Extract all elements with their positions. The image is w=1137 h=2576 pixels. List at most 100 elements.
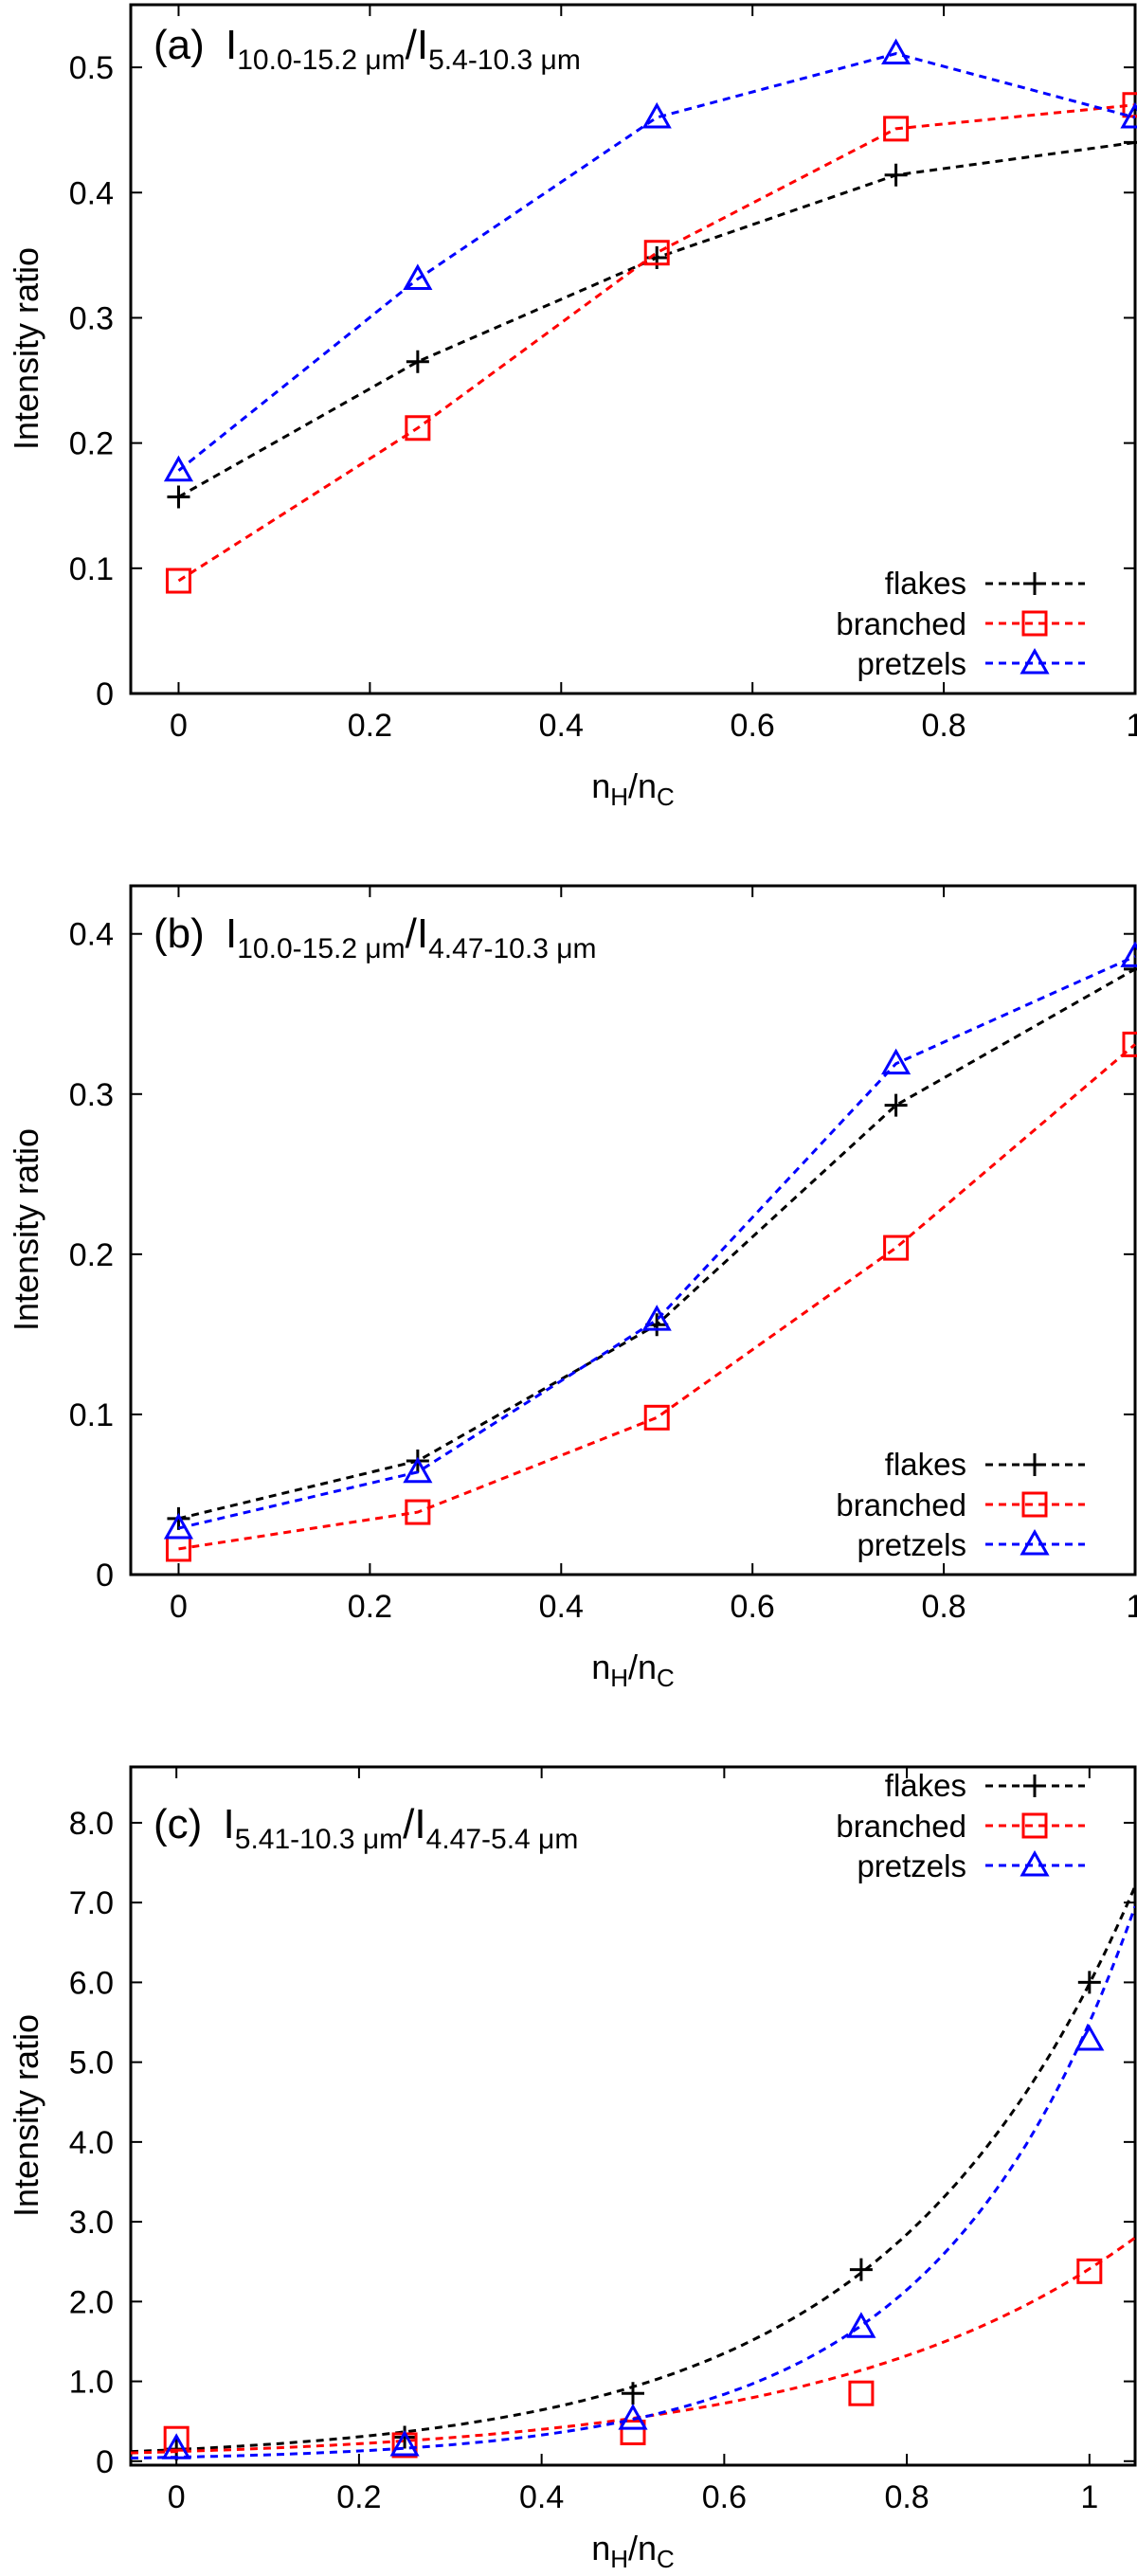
panel-b-series-branched-line (178, 1043, 1136, 1551)
panel-b-ytick-label-4: 0.4 (69, 917, 114, 953)
panel-a-legend-pretzels: pretzels (857, 646, 966, 681)
panel-a-series-pretzels-line (177, 52, 1136, 472)
panel-c-legend: flakes branched pretzels (836, 1768, 1085, 1883)
panel-a-point-flakes-1 (406, 350, 429, 373)
panel-b-point-branched-1 (405, 1499, 431, 1525)
panel-b-legend-branched: branched (836, 1487, 966, 1522)
panel-b-xtick-label-1: 0.2 (348, 1589, 392, 1625)
panel-c-series (131, 1885, 1135, 2461)
panel-a-point-branched-2 (643, 240, 670, 266)
panel-c-point-branched-0 (163, 2425, 190, 2452)
panel-a-point-pretzels-4 (1120, 101, 1137, 129)
panel-c-ytick-label-5: 5.0 (69, 2045, 114, 2081)
panel-c-legend-pretzels: pretzels (857, 1848, 966, 1883)
panel-a-ytick-label-0: 0 (96, 676, 114, 712)
panel-b-xtick-label-2: 0.4 (539, 1589, 584, 1625)
panel-c-xtick-label-0: 0 (168, 2479, 186, 2515)
panel-b-title: (b) I10.0-15.2 μm/I4.47-10.3 μm (153, 910, 597, 964)
panel-c-ticks: 0 0.2 0.4 0.6 0.8 1 0 1.0 2.0 3.0 4.0 5.0 6.0 7.0 8.0 (69, 1767, 1135, 2515)
panel-b-legend-flakes: flakes (885, 1447, 966, 1482)
panel-c-point-pretzels-2 (618, 2404, 648, 2430)
panel-c-ytick-label-3: 3.0 (69, 2205, 114, 2241)
panel-a-point-pretzels-0 (163, 455, 194, 482)
panel-c-point-branched-3 (848, 2380, 875, 2406)
panel-c-ytick-label-7: 7.0 (69, 1885, 114, 1921)
panel-b-frame (129, 884, 1137, 1576)
panel-a-point-flakes-3 (884, 163, 908, 187)
panel-c-point-flakes-4 (1077, 1971, 1101, 1994)
panel-b-point-pretzels-0 (163, 1512, 194, 1540)
panel-c-legend-marker-branched (1021, 1812, 1048, 1839)
panel-c-ytick-label-4: 4.0 (69, 2125, 114, 2161)
panel-b-xtick-label-0: 0 (170, 1589, 188, 1625)
panel-a-series (163, 38, 1137, 594)
panel-a-xlabel: nH/nC (591, 766, 675, 811)
panel-c-xtick-label-5: 1 (1080, 2479, 1098, 2515)
panel-a-series-branched-line (177, 103, 1136, 583)
panel-c-xtick-label-2: 0.4 (519, 2479, 564, 2515)
panel-c-point-branched-4 (1076, 2258, 1103, 2284)
panel-b-xlabel: nH/nC (591, 1648, 675, 1692)
panel-c-title: (c) I5.41-10.3 μm/I4.47-5.4 μm (153, 1801, 578, 1855)
panel-c-ytick-label-6: 6.0 (69, 1965, 114, 2001)
panel-b-legend-marker-branched (1021, 1491, 1048, 1518)
panel-c-ytick-label-0: 0 (96, 2444, 114, 2480)
panel-c-legend-flakes: flakes (885, 1768, 966, 1803)
panel-a-point-branched-3 (883, 116, 910, 142)
panel-b-legend-marker-pretzels (1020, 1528, 1050, 1556)
panel-a-series-flakes-line (177, 140, 1136, 498)
panel-a-legend-branched: branched (836, 606, 966, 641)
panel-a-ytick-label-5: 0.5 (69, 50, 114, 86)
panel-b-legend-marker-flakes (1023, 1453, 1046, 1476)
panel-b-point-pretzels-1 (403, 1456, 433, 1484)
panel-b-ytick-label-2: 0.2 (69, 1237, 114, 1273)
panel-a-xtick-label-3: 0.6 (731, 708, 775, 744)
panel-a-point-flakes-0 (167, 485, 190, 509)
panel-c-xlabel: nH/nC (591, 2529, 675, 2573)
panel-b-ytick-label-3: 0.3 (69, 1077, 114, 1113)
panel-c-legend-marker-flakes (1023, 1774, 1046, 1797)
panel-c-legend-marker-pretzels (1020, 1849, 1050, 1877)
panel-b-ylabel: Intensity ratio (7, 1128, 45, 1331)
panel-a-xtick-label-1: 0.2 (348, 708, 392, 744)
panel-a-legend-flakes: flakes (885, 566, 966, 601)
panel-b: 0 0.2 0.4 0.6 0.8 1 0 0.1 0.2 0.3 0.4 (b) I10.0-15… (7, 884, 1137, 1692)
panel-a-point-branched-0 (165, 567, 191, 594)
panel-a-xtick-label-2: 0.4 (539, 708, 584, 744)
panel-c-ytick-label-2: 2.0 (69, 2284, 114, 2320)
panel-c-frame (129, 1765, 1137, 2467)
panel-a-xtick-label-0: 0 (170, 708, 188, 744)
panel-b-legend: flakes branched pretzels (836, 1447, 1085, 1562)
panel-b-legend-pretzels: pretzels (857, 1527, 966, 1562)
panel-b-series-flakes-line (178, 967, 1136, 1521)
panel-a-point-pretzels-1 (403, 263, 433, 290)
panel-b-point-flakes-4 (1124, 957, 1137, 981)
panel-c-point-pretzels-0 (161, 2433, 191, 2459)
panel-b-xtick-label-5: 1 (1127, 1589, 1137, 1625)
panel-c-ytick-label-8: 8.0 (69, 1806, 114, 1842)
panel-a-legend-marker-pretzels (1020, 647, 1050, 675)
panel-b-series (163, 941, 1137, 1562)
panel-b-point-branched-3 (883, 1234, 910, 1261)
panel-c-point-flakes-1 (393, 2425, 417, 2449)
panel-b-ytick-label-0: 0 (96, 1558, 114, 1594)
panel-a-frame (129, 3, 1137, 695)
panel-a-point-pretzels-3 (881, 38, 911, 65)
panel-b-series-pretzels-line (178, 955, 1136, 1530)
panel-a-ytick-label-1: 0.1 (69, 551, 114, 587)
panel-a-point-flakes-4 (1124, 131, 1137, 154)
panel-a-title: (a) I10.0-15.2 μm/I5.4-10.3 μm (153, 22, 581, 76)
panel-a-ytick-label-2: 0.2 (69, 426, 114, 462)
panel-c-ylabel: Intensity ratio (7, 2014, 45, 2217)
panel-c-series-flakes-fit (131, 1885, 1135, 2454)
panel-a: 0 0.2 0.4 0.6 0.8 1 0 0.1 0.2 0.3 0.4 0.5 (a) I10.0… (7, 3, 1137, 811)
panel-b-point-branched-2 (643, 1404, 670, 1431)
panel-a-legend: flakes branched pretzels (836, 566, 1085, 681)
panel-b-point-branched-0 (165, 1536, 191, 1562)
panel-b-point-pretzels-2 (641, 1305, 672, 1331)
panel-c-series-branched-fit (131, 2236, 1135, 2455)
panel-b-xtick-label-3: 0.6 (731, 1589, 775, 1625)
panel-a-xtick-label-4: 0.8 (921, 708, 966, 744)
panel-b-point-flakes-3 (884, 1093, 908, 1117)
panel-b-xtick-label-4: 0.8 (921, 1589, 966, 1625)
